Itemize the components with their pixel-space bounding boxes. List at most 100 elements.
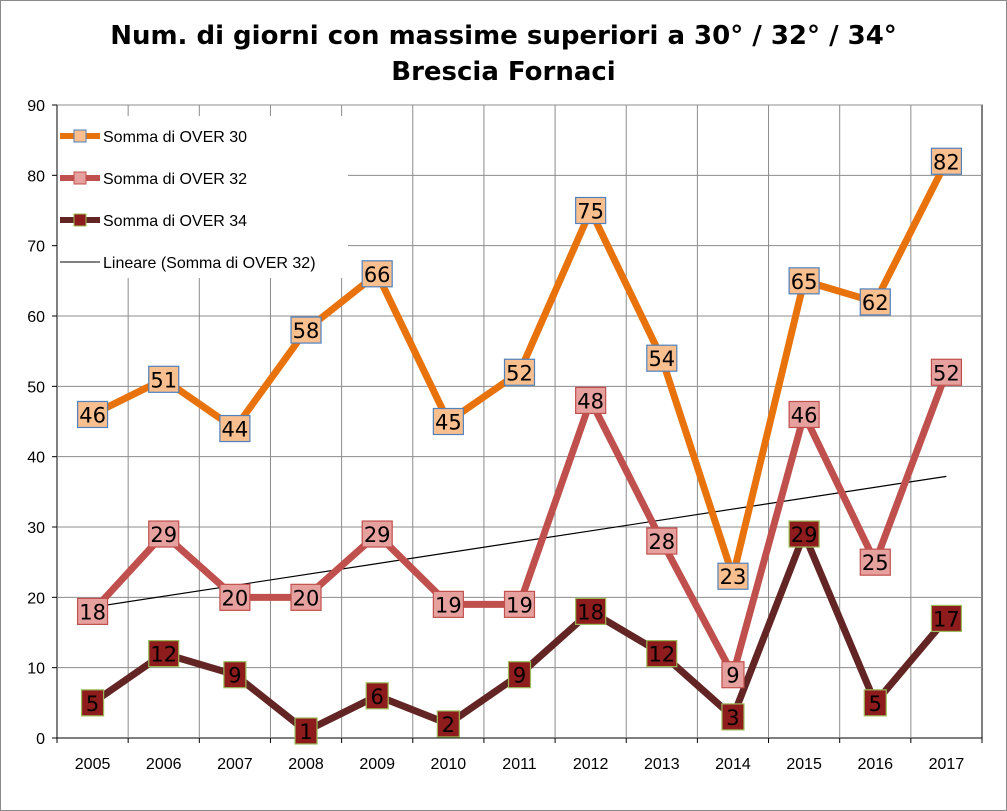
data-marker: [575, 196, 607, 225]
data-label: 29: [791, 523, 818, 547]
legend-item-3: Somma di OVER 34: [60, 213, 247, 230]
y-tick-label: 40: [27, 450, 45, 467]
chart-title: Num. di giorni con massime superiori a 3…: [0, 18, 1007, 90]
data-label: 75: [577, 200, 604, 224]
data-label: 29: [150, 523, 177, 547]
series-2: 18 29 20 20 29 19 19 48 28 9 46 25 52: [76, 358, 963, 689]
data-label: 9: [513, 664, 526, 688]
data-marker: [575, 597, 607, 626]
data-label: 12: [648, 643, 675, 667]
data-label: 46: [79, 403, 106, 427]
data-label: 3: [726, 706, 739, 730]
data-marker: [290, 583, 322, 611]
data-marker: [930, 147, 963, 175]
data-marker: [788, 267, 820, 295]
data-marker: [361, 260, 393, 288]
legend-background: [58, 116, 348, 278]
data-label: 23: [720, 565, 747, 589]
x-tick-label: 2014: [715, 756, 751, 773]
legend-label: Somma di OVER 30: [103, 129, 247, 146]
data-marker: [432, 407, 464, 436]
data-label: 12: [150, 643, 177, 667]
y-tick-label: 50: [27, 379, 45, 396]
legend-item-1: Somma di OVER 30: [60, 129, 247, 146]
x-tick-label: 2009: [359, 756, 395, 773]
data-label: 29: [364, 523, 391, 547]
legend-item-4: Lineare (Somma di OVER 32): [60, 255, 316, 272]
data-marker: [503, 590, 536, 618]
series-1: 46 51 44 58 66 45 52 75 54 23 65 62 82: [76, 147, 963, 590]
data-label: 52: [933, 361, 960, 385]
data-marker: [503, 358, 536, 386]
data-marker: [76, 597, 109, 626]
data-marker: [223, 661, 247, 689]
y-tick-label: 20: [27, 590, 45, 607]
data-marker: [148, 639, 180, 668]
data-label: 5: [869, 692, 882, 716]
data-label: 66: [364, 263, 391, 287]
grid: [56, 104, 983, 739]
data-label: 19: [506, 593, 533, 617]
data-marker: [646, 344, 678, 372]
data-label: 2: [442, 713, 455, 737]
data-label: 62: [862, 291, 889, 315]
data-label: 18: [577, 600, 604, 624]
legend-item-2: Somma di OVER 32: [60, 171, 247, 188]
data-label: 18: [79, 600, 106, 624]
y-tick-label: 60: [27, 309, 45, 326]
x-tick-label: 2011: [502, 756, 537, 773]
data-label: 51: [150, 368, 177, 392]
data-label: 44: [222, 418, 249, 442]
data-marker: [717, 562, 749, 590]
data-label: 28: [648, 530, 675, 554]
data-marker: [930, 604, 963, 633]
data-marker: [646, 639, 678, 668]
data-marker: [930, 358, 963, 386]
data-label: 5: [86, 692, 99, 716]
data-marker: [436, 710, 460, 738]
legend-swatch-marker: [73, 213, 87, 227]
x-tick-label: 2012: [573, 756, 609, 773]
y-tick-label: 90: [27, 98, 45, 115]
x-tick-label: 2015: [786, 756, 822, 773]
data-marker: [219, 583, 251, 611]
data-label: 82: [933, 150, 960, 174]
data-label: 20: [293, 586, 320, 610]
data-marker: [788, 400, 820, 429]
data-marker: [290, 316, 322, 344]
data-label: 58: [293, 319, 320, 343]
x-tick-label: 2010: [431, 756, 467, 773]
y-tick-label: 10: [27, 661, 45, 678]
data-marker: [863, 689, 887, 717]
x-tick-label: 2013: [644, 756, 680, 773]
legend: Somma di OVER 30 Somma di OVER 32 Somma di…: [58, 116, 348, 278]
data-marker: [721, 703, 745, 731]
data-label: 54: [648, 347, 675, 371]
data-label: 17: [933, 607, 960, 631]
data-marker: [859, 548, 891, 576]
data-label: 6: [371, 685, 384, 709]
data-marker: [76, 400, 109, 429]
y-tick-label: 30: [27, 520, 45, 537]
chart-subtitle: Brescia Fornaci: [391, 57, 616, 87]
data-label: 9: [228, 664, 241, 688]
y-tick-label: 70: [27, 239, 45, 256]
x-tick-label: 2008: [288, 756, 324, 773]
data-label: 46: [791, 403, 818, 427]
y-tick-label: 0: [36, 731, 45, 748]
data-marker: [432, 590, 464, 618]
legend-label: Lineare (Somma di OVER 32): [103, 255, 316, 272]
x-tick-label: 2017: [929, 756, 965, 773]
data-marker: [788, 520, 820, 548]
data-marker: [646, 527, 678, 555]
data-marker: [507, 661, 532, 689]
data-label: 65: [791, 270, 818, 294]
data-label: 52: [506, 361, 533, 385]
data-label: 19: [435, 593, 462, 617]
chart-title-main: Num. di giorni con massime superiori a 3…: [110, 21, 897, 51]
data-label: 1: [299, 720, 312, 744]
data-marker: [365, 682, 389, 710]
data-marker: [721, 661, 745, 689]
